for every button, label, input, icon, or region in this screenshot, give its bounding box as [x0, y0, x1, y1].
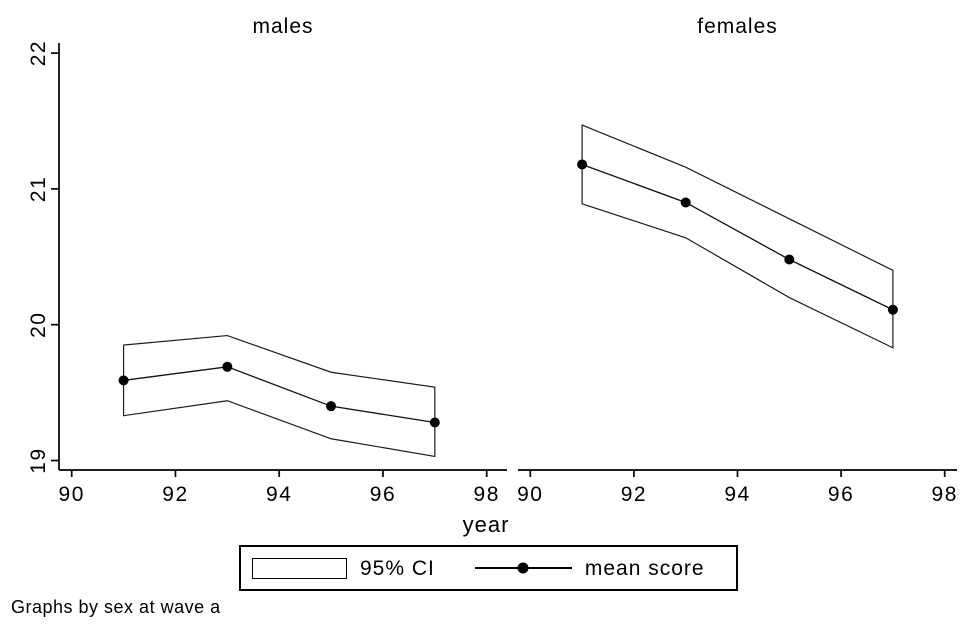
year-axis-label: year: [463, 512, 510, 537]
mean-line: [581, 163, 894, 311]
y-tick-label: 20: [27, 312, 50, 338]
ci-band: [581, 124, 894, 349]
x-tick-label: 98: [474, 483, 500, 506]
x-tick-label: 96: [828, 483, 854, 506]
panel-title-males: males: [252, 15, 313, 38]
ci-band: [122, 334, 436, 458]
x-tick-label: 90: [59, 483, 85, 506]
x-tick-label: 92: [162, 483, 188, 506]
data-point-marker: [326, 401, 337, 412]
y-tick-label: 19: [27, 447, 50, 473]
chart-canvas: males 90 92 94 96 98 females 90 92 94 96 98 19 20 21 22…: [27, 15, 958, 537]
legend-label-ci: 95% CI: [360, 556, 435, 580]
x-tick-label: 96: [370, 483, 396, 506]
data-point-marker: [887, 304, 898, 315]
data-point-marker: [784, 254, 795, 265]
data-point-marker: [577, 159, 588, 170]
y-tick-label: 21: [27, 176, 50, 202]
mean-line: [123, 366, 435, 424]
x-tick-label: 94: [266, 483, 292, 506]
x-tick-label: 92: [621, 483, 647, 506]
ci-band-swatch-icon: [252, 557, 347, 579]
x-tick-label: 98: [932, 483, 958, 506]
graph-caption: Graphs by sex at wave a: [11, 597, 221, 617]
data-point-marker: [429, 417, 440, 428]
legend: 95% CI mean score: [239, 545, 738, 591]
data-point-marker: [680, 197, 691, 208]
panel-title-females: females: [697, 15, 778, 38]
x-tick-label: 90: [517, 483, 543, 506]
mean-score-line-icon: [474, 562, 572, 574]
legend-label-mean-score: mean score: [584, 556, 705, 580]
mean-score-marker-icon: [517, 562, 529, 574]
x-tick-label: 94: [724, 483, 750, 506]
y-tick-label: 22: [27, 40, 50, 66]
data-point-marker: [118, 375, 129, 386]
data-point-marker: [222, 361, 233, 372]
